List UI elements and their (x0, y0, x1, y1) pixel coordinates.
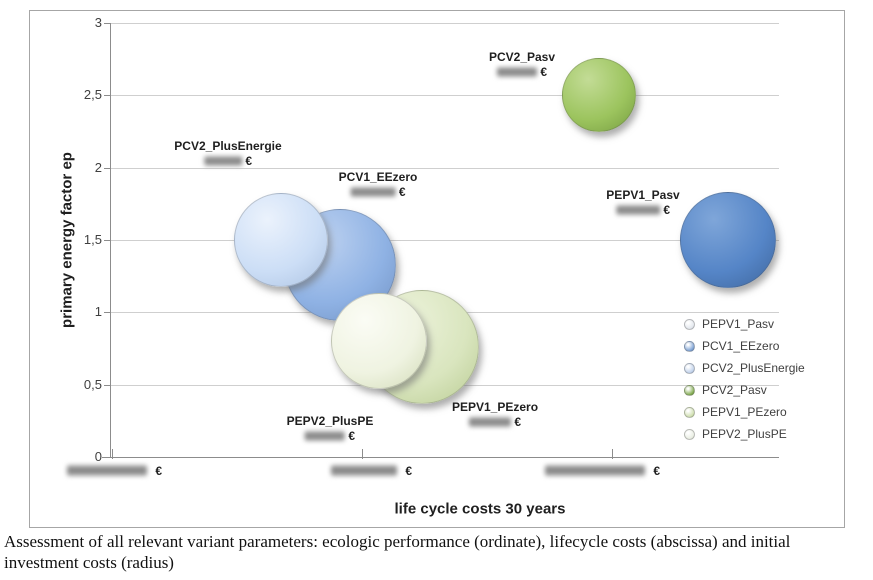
blurred-value (304, 431, 345, 441)
currency-suffix: € (659, 203, 671, 217)
y-tick-label: 1,5 (83, 232, 102, 247)
bubble-PCV2_Pasv (562, 58, 637, 133)
blurred-value (496, 67, 537, 77)
x-axis-tick (112, 449, 113, 459)
data-label-value: € (489, 65, 555, 80)
data-label-value: € (606, 203, 679, 218)
data-label-name: PCV1_EEzero (338, 170, 418, 184)
legend-bullet-icon (684, 362, 695, 374)
y-tick-label: 3 (94, 15, 102, 30)
blurred-x-tick-value (67, 465, 147, 476)
legend-label: PCV2_PlusEnergie (702, 361, 805, 375)
y-axis-tick (104, 240, 110, 241)
x-axis-line (102, 457, 779, 458)
chart-legend: PEPV1_Pasv PCV1_EEzero PCV2_PlusEnergie PCV… (684, 313, 805, 445)
y-axis-tick (104, 95, 110, 97)
data-label-PEPV2_PlusPE: PEPV2_PlusPE € (287, 414, 374, 444)
data-label-PCV2_Pasv: PCV2_Pasv € (489, 50, 555, 80)
legend-label: PEPV2_PlusPE (702, 427, 787, 441)
blurred-x-tick-value (331, 465, 397, 476)
gridline (110, 167, 779, 169)
y-axis-tick (104, 384, 110, 386)
y-tick-label: 0 (94, 449, 102, 464)
y-tick-label: 2,5 (83, 87, 102, 103)
currency-suffix: € (395, 185, 406, 199)
data-label-PEPV1_Pasv: PEPV1_Pasv € (606, 188, 679, 218)
data-label-value: € (287, 429, 374, 444)
currency-suffix: € (510, 415, 522, 429)
x-axis-tick (612, 449, 613, 459)
y-axis-tick (104, 312, 110, 314)
blurred-x-tick-value (545, 465, 645, 476)
legend-label: PEPV1_PEzero (702, 405, 787, 419)
legend-label: PCV2_Pasv (702, 383, 767, 397)
blurred-value (203, 156, 242, 166)
y-axis-tick (104, 23, 110, 24)
y-tick-label: 2 (94, 159, 102, 175)
x-tick-label: € (545, 464, 660, 478)
legend-item-PCV1_EEzero: PCV1_EEzero (684, 335, 805, 357)
blurred-value (468, 417, 511, 427)
currency-suffix: € (344, 429, 355, 443)
legend-item-PEPV2_PlusPE: PEPV2_PlusPE (684, 423, 805, 445)
currency-suffix: € (650, 464, 661, 478)
blurred-value (615, 205, 660, 215)
data-label-name: PCV2_PlusEnergie (174, 139, 282, 153)
data-label-name: PEPV2_PlusPE (286, 414, 374, 428)
x-tick-label: € (67, 464, 162, 478)
data-label-value: € (339, 185, 418, 200)
legend-item-PEPV1_PEzero: PEPV1_PEzero (684, 401, 805, 423)
currency-suffix: € (152, 464, 163, 478)
bubble-PEPV2_PlusPE (330, 293, 427, 390)
gridline (110, 95, 779, 97)
legend-bullet-icon (684, 428, 695, 440)
data-label-PEPV1_PEzero: PEPV1_PEzero € (452, 400, 538, 430)
data-label-value: € (174, 154, 281, 169)
legend-label: PEPV1_Pasv (702, 317, 775, 331)
data-label-name: PEPV1_PEzero (451, 400, 539, 414)
bubble-PCV2_PlusEnergie (234, 193, 329, 287)
y-axis-tick (104, 167, 110, 169)
legend-bullet-icon (684, 406, 695, 418)
currency-suffix: € (241, 154, 253, 168)
data-label-value: € (452, 415, 538, 430)
legend-bullet-icon (684, 340, 695, 352)
legend-item-PCV2_PlusEnergie: PCV2_PlusEnergie (684, 357, 805, 379)
y-tick-label: 0,5 (83, 376, 102, 392)
blurred-value (350, 187, 396, 197)
figure-caption: Assessment of all relevant variant param… (4, 532, 791, 573)
gridline (110, 240, 779, 241)
y-axis-line (110, 23, 111, 457)
gridline (110, 23, 779, 24)
y-axis-title: primary energy factor ep (58, 152, 76, 328)
data-label-name: PEPV1_Pasv (606, 188, 680, 202)
legend-label: PCV1_EEzero (702, 339, 780, 353)
data-label-name: PCV2_Pasv (488, 50, 556, 64)
legend-item-PEPV1_Pasv: PEPV1_Pasv (684, 313, 805, 335)
currency-suffix: € (536, 65, 548, 79)
y-tick-label: 1 (94, 304, 102, 320)
x-axis-title: life cycle costs 30 years (394, 500, 566, 518)
x-tick-label: € (331, 464, 412, 478)
bubble-PEPV1_Pasv (680, 192, 777, 288)
data-label-PCV1_EEzero: PCV1_EEzero € (339, 170, 418, 200)
data-label-PCV2_PlusEnergie: PCV2_PlusEnergie € (174, 139, 281, 169)
legend-item-PCV2_Pasv: PCV2_Pasv (684, 379, 805, 401)
legend-bullet-icon (684, 318, 695, 330)
currency-suffix: € (402, 464, 413, 478)
x-axis-tick (362, 449, 363, 459)
legend-bullet-icon (684, 384, 695, 396)
